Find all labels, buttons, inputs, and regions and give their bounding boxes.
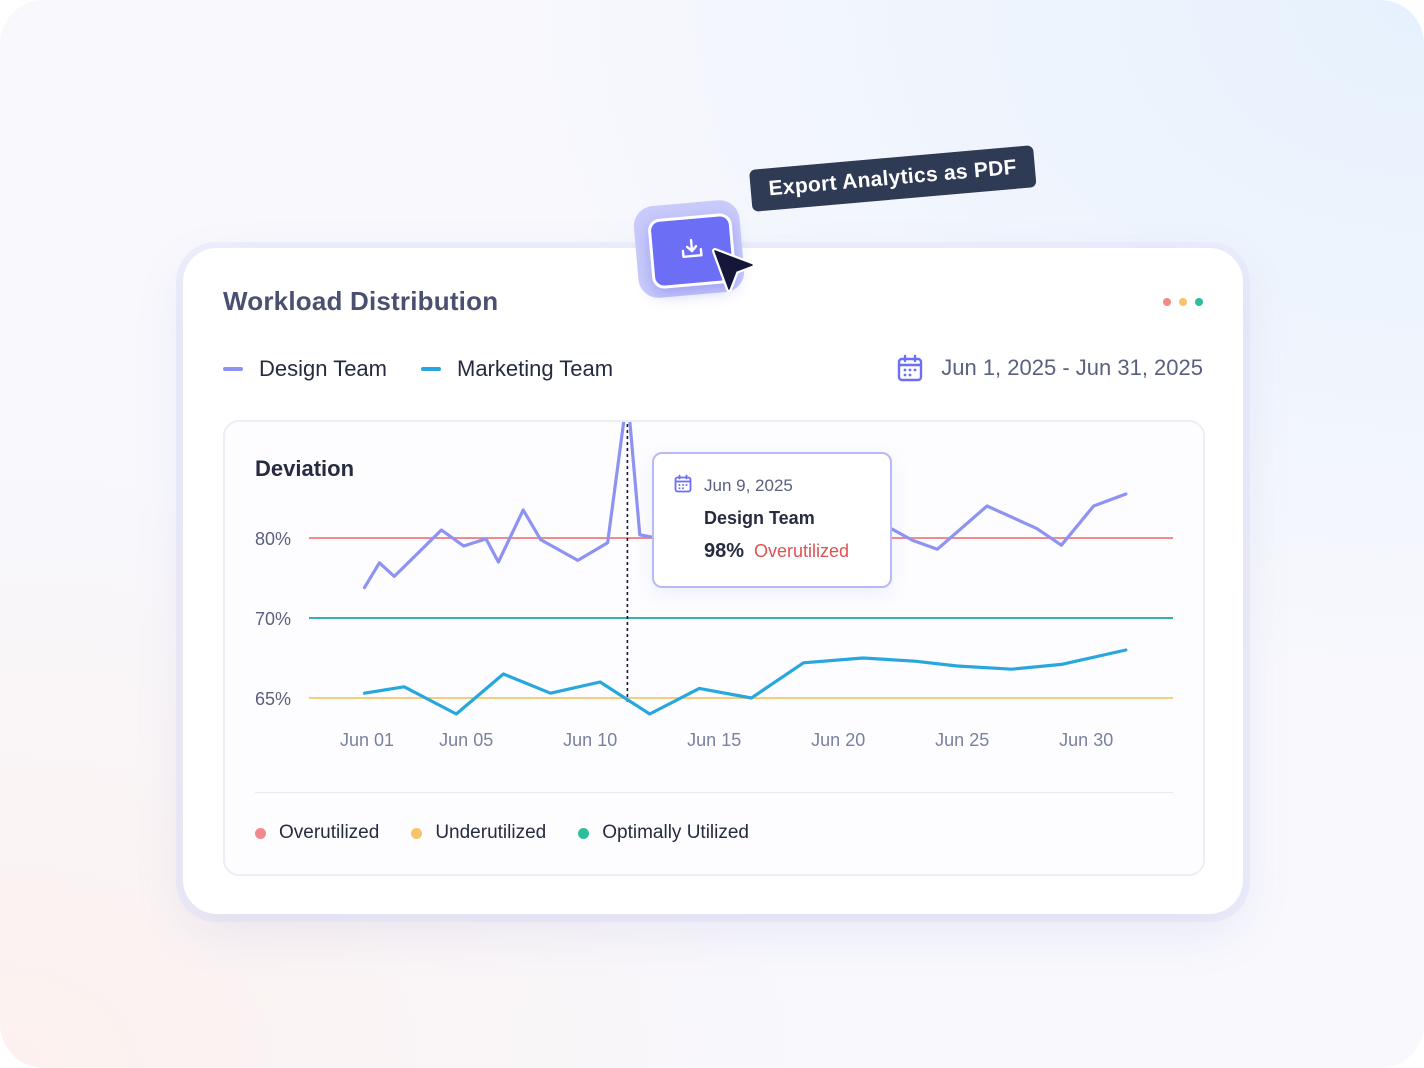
dot-red bbox=[1163, 298, 1171, 306]
x-tick-label: Jun 20 bbox=[811, 730, 865, 750]
status-dot bbox=[255, 827, 266, 839]
x-tick-label: Jun 10 bbox=[563, 730, 617, 750]
status-label: Optimally Utilized bbox=[602, 822, 749, 843]
x-tick-label: Jun 30 bbox=[1059, 730, 1113, 750]
legend-overutilized: Overutilized bbox=[255, 822, 379, 844]
legend-swatch bbox=[223, 367, 243, 371]
series-line bbox=[362, 648, 1128, 716]
deviation-chart: 80% 70% 65% Jun 01 Jun 05 Jun 10 Jun 15 Jun 20 J… bbox=[255, 422, 1173, 750]
x-tick-label: Jun 15 bbox=[687, 730, 741, 750]
y-tick-label: 80% bbox=[255, 529, 291, 549]
legend-design-team[interactable]: Design Team bbox=[223, 356, 387, 382]
calendar-icon bbox=[897, 354, 923, 382]
legend-optimally-utilized: Optimally Utilized bbox=[578, 822, 749, 844]
more-options-button[interactable] bbox=[1163, 298, 1203, 306]
tooltip-team: Design Team bbox=[704, 508, 815, 528]
y-tick-label: 65% bbox=[255, 689, 291, 709]
status-dot bbox=[411, 827, 423, 839]
series-legend: Design Team Marketing Team bbox=[223, 356, 647, 382]
status-label: Underutilized bbox=[435, 822, 547, 843]
y-tick-label: 70% bbox=[255, 609, 291, 629]
download-icon bbox=[677, 233, 708, 268]
x-tick-label: Jun 25 bbox=[935, 730, 989, 750]
series-line bbox=[362, 422, 1128, 590]
date-range-label: Jun 1, 2025 - Jun 31, 2025 bbox=[941, 355, 1203, 380]
workload-card: Workload Distribution Design Team Market… bbox=[183, 248, 1243, 914]
chart-panel: Deviation 80% 70% 65% Jun 01 Jun 05 Jun 10 Jun… bbox=[223, 420, 1205, 876]
tooltip-date: Jun 9, 2025 bbox=[674, 474, 793, 498]
data-tooltip: Jun 9, 2025 Design Team 98% Overutilized bbox=[652, 452, 892, 588]
tooltip-value-row: 98% Overutilized bbox=[704, 540, 849, 563]
divider bbox=[255, 792, 1173, 793]
export-pdf-button[interactable] bbox=[647, 212, 737, 290]
card-title: Workload Distribution bbox=[223, 286, 499, 316]
legend-marketing-team[interactable]: Marketing Team bbox=[421, 356, 613, 382]
status-label: Overutilized bbox=[279, 822, 380, 843]
dot-green bbox=[1195, 298, 1203, 306]
calendar-icon bbox=[674, 474, 692, 498]
date-range-picker[interactable]: Jun 1, 2025 - Jun 31, 2025 bbox=[897, 354, 1203, 382]
tooltip-date-label: Jun 9, 2025 bbox=[704, 476, 793, 495]
legend-label: Marketing Team bbox=[457, 356, 614, 381]
x-tick-label: Jun 05 bbox=[439, 730, 493, 750]
tooltip-value: 98% bbox=[704, 540, 745, 562]
tooltip-status: Overutilized bbox=[754, 541, 850, 561]
x-tick-label: Jun 01 bbox=[340, 730, 394, 750]
mouse-cursor-icon bbox=[712, 248, 756, 301]
status-dot bbox=[578, 827, 590, 839]
legend-label: Design Team bbox=[259, 356, 387, 381]
status-legend: Overutilized Underutilized Optimally Uti… bbox=[255, 822, 781, 844]
legend-underutilized: Underutilized bbox=[411, 822, 546, 844]
dot-yellow bbox=[1179, 298, 1187, 306]
export-tooltip: Export Analytics as PDF bbox=[749, 145, 1037, 212]
legend-swatch bbox=[421, 367, 441, 371]
chart-title: Deviation bbox=[255, 456, 355, 481]
